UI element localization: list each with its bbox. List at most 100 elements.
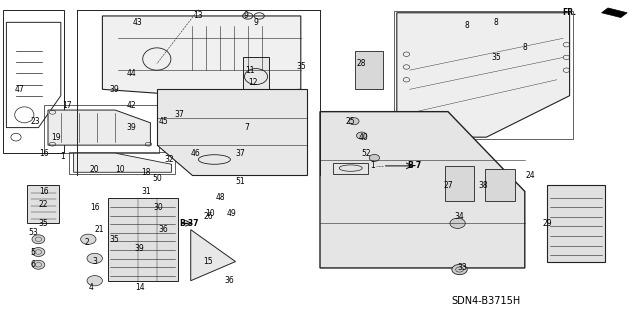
Text: 13: 13 xyxy=(193,11,204,20)
Text: 1: 1 xyxy=(370,161,375,170)
Text: 10: 10 xyxy=(115,165,125,174)
Text: 52: 52 xyxy=(361,149,371,158)
Polygon shape xyxy=(102,16,301,96)
Bar xyxy=(394,11,573,139)
Text: 46: 46 xyxy=(190,149,200,158)
Text: 42: 42 xyxy=(126,101,136,110)
Text: 21: 21 xyxy=(95,225,104,234)
Polygon shape xyxy=(485,169,515,201)
Text: 36: 36 xyxy=(158,225,168,234)
Text: 22: 22 xyxy=(39,200,48,209)
Polygon shape xyxy=(445,166,474,201)
Polygon shape xyxy=(547,185,605,262)
Text: 35: 35 xyxy=(109,235,119,244)
Polygon shape xyxy=(355,51,383,89)
Text: 39: 39 xyxy=(126,123,136,132)
Bar xyxy=(333,163,368,174)
Ellipse shape xyxy=(81,234,96,244)
Polygon shape xyxy=(602,8,627,18)
Ellipse shape xyxy=(349,118,359,125)
Text: 37: 37 xyxy=(174,110,184,119)
Text: 25: 25 xyxy=(346,117,356,126)
Text: B-37: B-37 xyxy=(179,219,198,228)
Text: 23: 23 xyxy=(30,117,40,126)
Text: 2: 2 xyxy=(84,238,89,247)
Text: 24: 24 xyxy=(525,171,535,180)
Polygon shape xyxy=(397,13,570,137)
Ellipse shape xyxy=(450,218,465,228)
Text: 45: 45 xyxy=(158,117,168,126)
Text: 35: 35 xyxy=(491,53,501,62)
Text: 8: 8 xyxy=(493,18,499,27)
Text: 30: 30 xyxy=(154,203,164,212)
Text: 28: 28 xyxy=(357,59,366,68)
Text: 39: 39 xyxy=(134,244,145,253)
Text: 9: 9 xyxy=(244,11,249,20)
Text: 4: 4 xyxy=(88,283,93,292)
Bar xyxy=(69,152,175,174)
Ellipse shape xyxy=(87,276,102,286)
Text: 34: 34 xyxy=(454,212,465,221)
Text: 39: 39 xyxy=(109,85,119,94)
Text: 12: 12 xyxy=(248,78,257,87)
Bar xyxy=(3,10,64,153)
Text: 16: 16 xyxy=(38,149,49,158)
Polygon shape xyxy=(74,153,172,172)
Polygon shape xyxy=(108,198,178,281)
Ellipse shape xyxy=(87,253,102,263)
Text: FR.: FR. xyxy=(563,8,577,17)
Ellipse shape xyxy=(356,132,367,139)
Polygon shape xyxy=(157,89,307,175)
Text: 27: 27 xyxy=(443,181,453,189)
Text: 18: 18 xyxy=(141,168,150,177)
Text: 5: 5 xyxy=(31,248,36,256)
Text: 53: 53 xyxy=(28,228,38,237)
Text: 29: 29 xyxy=(542,219,552,228)
Text: 8: 8 xyxy=(522,43,527,52)
Text: 43: 43 xyxy=(132,18,143,27)
Text: 8: 8 xyxy=(465,21,470,30)
Text: 19: 19 xyxy=(51,133,61,142)
Ellipse shape xyxy=(32,235,45,244)
Text: 51: 51 xyxy=(235,177,245,186)
Text: 10: 10 xyxy=(205,209,215,218)
Text: 7: 7 xyxy=(244,123,249,132)
Text: 35: 35 xyxy=(296,63,306,71)
Text: 44: 44 xyxy=(126,69,136,78)
Text: 3: 3 xyxy=(92,257,97,266)
Text: 40: 40 xyxy=(358,133,369,142)
Ellipse shape xyxy=(452,264,467,275)
Text: 31: 31 xyxy=(141,187,151,196)
Text: 47: 47 xyxy=(14,85,24,94)
Text: 14: 14 xyxy=(134,283,145,292)
Text: 16: 16 xyxy=(90,203,100,212)
Text: 1: 1 xyxy=(60,152,65,161)
Text: 15: 15 xyxy=(203,257,213,266)
Text: 50: 50 xyxy=(152,174,162,183)
Text: 9: 9 xyxy=(253,18,259,27)
Text: SDN4-B3715H: SDN4-B3715H xyxy=(452,296,521,307)
Text: 38: 38 xyxy=(478,181,488,189)
Text: 36: 36 xyxy=(224,276,234,285)
Text: 16: 16 xyxy=(38,187,49,196)
Text: 17: 17 xyxy=(62,101,72,110)
Polygon shape xyxy=(48,110,150,145)
Text: 37: 37 xyxy=(235,149,245,158)
Bar xyxy=(44,105,159,153)
Polygon shape xyxy=(27,185,59,223)
Text: 26: 26 xyxy=(203,212,213,221)
Text: 6: 6 xyxy=(31,260,36,269)
Text: 20: 20 xyxy=(90,165,100,174)
Polygon shape xyxy=(191,230,236,281)
Text: 49: 49 xyxy=(227,209,237,218)
Text: 33: 33 xyxy=(457,263,467,272)
Polygon shape xyxy=(320,112,525,268)
Ellipse shape xyxy=(369,154,380,161)
Ellipse shape xyxy=(32,248,45,256)
Text: 11: 11 xyxy=(245,66,254,75)
Polygon shape xyxy=(243,57,269,96)
Text: B-7: B-7 xyxy=(408,161,422,170)
Text: 48: 48 xyxy=(216,193,226,202)
Text: 32: 32 xyxy=(164,155,175,164)
Text: 35: 35 xyxy=(38,219,49,228)
